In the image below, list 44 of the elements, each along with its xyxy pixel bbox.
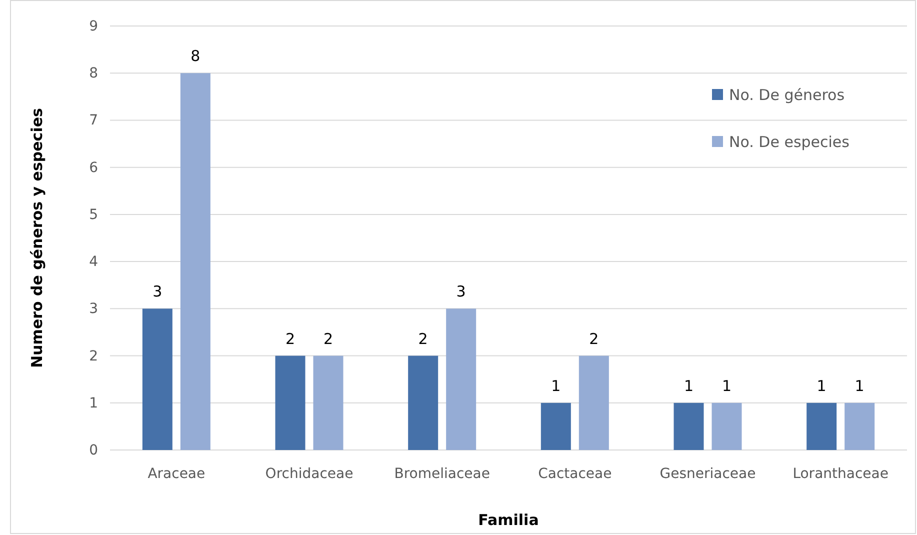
x-tick-label: Orchidaceae [265,466,354,482]
bar [313,356,344,450]
x-tick-label: Araceae [148,466,206,482]
legend-label: No. De especies [729,133,850,151]
y-tick-label: 2 [89,348,98,364]
data-label: 8 [190,47,200,66]
y-tick-label: 3 [89,301,98,318]
y-tick-label: 5 [89,206,98,223]
data-label: 1 [684,376,694,395]
y-tick-label: 1 [89,395,98,412]
data-label: 1 [854,376,864,395]
y-axis-title: Numero de géneros y especies [28,108,46,368]
y-tick-label: 6 [89,160,98,176]
x-axis-title: Familia [478,511,539,529]
bar [712,402,742,450]
data-label: 3 [152,282,162,301]
y-tick-label: 9 [89,18,98,34]
bar [674,402,704,450]
y-tick-label: 8 [89,66,98,82]
x-tick-label: Loranthaceae [792,466,888,482]
y-tick-label: 0 [89,442,98,458]
bar [578,356,609,450]
data-label: 2 [589,330,599,348]
bar [142,308,172,450]
y-tick-label: 4 [89,254,98,270]
bar [806,402,837,450]
bar [446,308,476,450]
bar [275,356,306,450]
bar [408,356,438,450]
y-tick-label: 7 [89,112,98,129]
x-tick-label: Bromeliaceae [394,466,490,482]
x-tick-label: Gesneriaceae [660,466,756,482]
data-label: 2 [285,330,296,348]
x-tick-label: Cactaceae [538,466,612,482]
legend-label: No. De géneros [729,86,845,104]
data-label: 1 [816,376,826,395]
data-label: 2 [418,330,428,348]
bar [844,402,875,450]
data-label: 3 [456,282,466,301]
data-label: 2 [323,330,334,348]
bar [180,73,210,450]
data-label: 1 [722,376,732,395]
data-label: 1 [551,376,561,395]
bar [540,402,571,450]
